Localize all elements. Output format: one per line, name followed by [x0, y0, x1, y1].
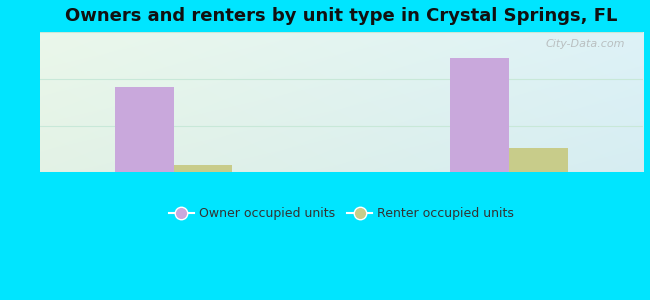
- Text: City-Data.com: City-Data.com: [545, 39, 625, 49]
- Title: Owners and renters by unit type in Crystal Springs, FL: Owners and renters by unit type in Cryst…: [65, 7, 618, 25]
- Legend: Owner occupied units, Renter occupied units: Owner occupied units, Renter occupied un…: [164, 202, 519, 225]
- Bar: [509, 148, 567, 172]
- Bar: [115, 87, 174, 172]
- Bar: [174, 165, 233, 172]
- Bar: [450, 58, 509, 172]
